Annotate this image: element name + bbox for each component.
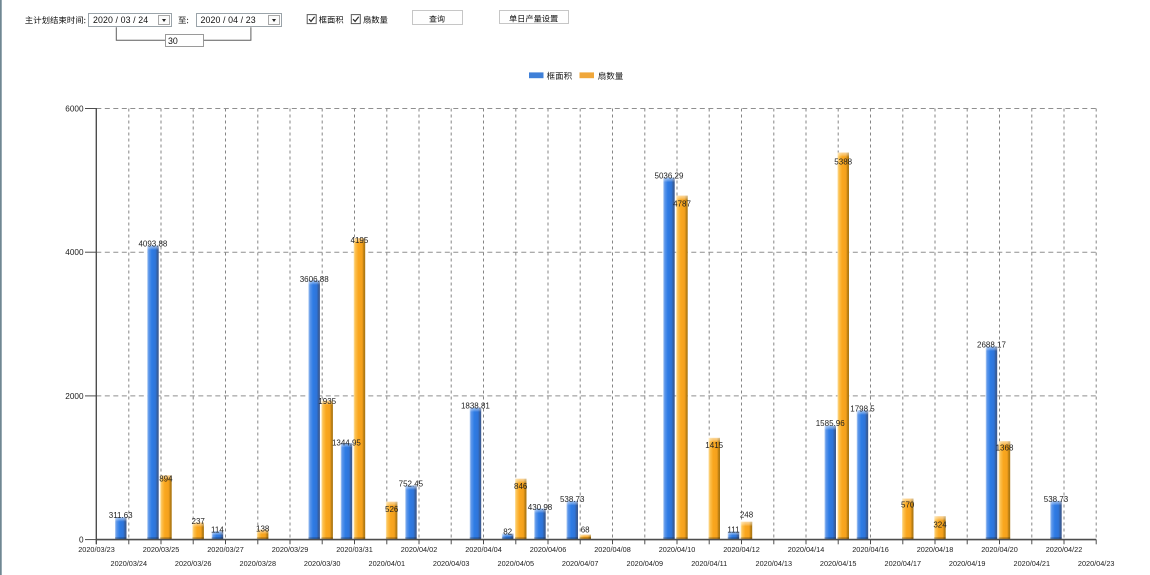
svg-text:2020/04/12: 2020/04/12 [723,545,760,554]
svg-text:2020/04/17: 2020/04/17 [885,559,922,568]
svg-text:894: 894 [159,475,173,484]
svg-text:2020/03/25: 2020/03/25 [143,545,180,554]
svg-text:2020/04/16: 2020/04/16 [852,545,889,554]
svg-text:2020/04/18: 2020/04/18 [917,545,954,554]
svg-text:538.73: 538.73 [560,495,585,504]
svg-text:2020/04/21: 2020/04/21 [1014,559,1051,568]
svg-text:2020/04/03: 2020/04/03 [433,559,470,568]
svg-text:2020/04/06: 2020/04/06 [530,545,567,554]
svg-text:526: 526 [385,505,399,514]
svg-text:2020/04/09: 2020/04/09 [627,559,664,568]
svg-text:1585.96: 1585.96 [816,419,845,428]
svg-text:2020/04/23: 2020/04/23 [1078,559,1115,568]
svg-text:2020/04/02: 2020/04/02 [401,545,438,554]
svg-text:0: 0 [79,536,84,545]
svg-text:1344.95: 1344.95 [332,438,361,447]
svg-text:4000: 4000 [65,248,84,257]
svg-text:6000: 6000 [65,104,84,113]
svg-text:2020/04/05: 2020/04/05 [498,559,535,568]
svg-text:752.45: 752.45 [399,479,424,488]
svg-text:4787: 4787 [673,200,691,209]
svg-text:2020/03/27: 2020/03/27 [207,545,244,554]
svg-text:2020/04/15: 2020/04/15 [820,559,857,568]
svg-text:1415: 1415 [705,441,723,450]
svg-text:538.73: 538.73 [1044,495,1069,504]
svg-text:4195: 4195 [351,236,369,245]
svg-text:2688.17: 2688.17 [977,340,1006,349]
svg-text:114: 114 [211,525,224,534]
svg-text:5388: 5388 [834,157,852,166]
svg-text:1798.5: 1798.5 [850,404,875,413]
svg-text:2020/04/22: 2020/04/22 [1046,545,1083,554]
svg-text:2000: 2000 [65,392,84,401]
svg-text:2020/04/01: 2020/04/01 [369,559,406,568]
svg-text:248: 248 [740,511,754,520]
svg-text:430.98: 430.98 [528,503,553,512]
svg-text:2020/04/10: 2020/04/10 [659,545,696,554]
svg-text:68: 68 [581,526,590,535]
svg-text:2020/03/31: 2020/03/31 [336,545,373,554]
svg-text:2020/04/20: 2020/04/20 [981,545,1018,554]
svg-text:2020/03/30: 2020/03/30 [304,559,341,568]
svg-text:2020/03/28: 2020/03/28 [240,559,277,568]
svg-text:2020/04/04: 2020/04/04 [465,545,502,554]
svg-text:2020/04/13: 2020/04/13 [756,559,793,568]
svg-text:4093.88: 4093.88 [138,239,167,248]
svg-text:2020/03/29: 2020/03/29 [272,545,309,554]
svg-text:5036.29: 5036.29 [655,172,684,181]
svg-text:2020/04/19: 2020/04/19 [949,559,986,568]
svg-text:2020/03/24: 2020/03/24 [111,559,148,568]
svg-text:570: 570 [901,501,915,510]
svg-text:111: 111 [727,526,740,535]
svg-text:1838.81: 1838.81 [461,401,490,410]
svg-text:1935: 1935 [318,397,336,406]
svg-text:2020/04/14: 2020/04/14 [788,545,825,554]
svg-text:2020/04/08: 2020/04/08 [594,545,631,554]
svg-text:82: 82 [503,528,512,537]
svg-text:138: 138 [256,525,270,534]
svg-text:2020/04/11: 2020/04/11 [691,559,727,568]
svg-text:2020/03/23: 2020/03/23 [78,545,115,554]
svg-text:3606.88: 3606.88 [300,275,329,284]
svg-text:1368: 1368 [996,443,1014,452]
svg-text:324: 324 [933,521,947,530]
svg-text:237: 237 [192,517,206,526]
svg-text:2020/03/26: 2020/03/26 [175,559,212,568]
svg-text:846: 846 [514,482,528,491]
svg-text:2020/04/07: 2020/04/07 [562,559,599,568]
svg-text:311.63: 311.63 [109,511,133,520]
